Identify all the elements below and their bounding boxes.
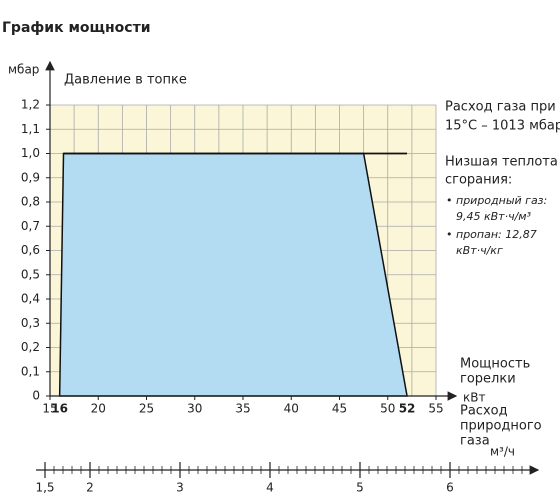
y-tick-label: 0,2 (21, 340, 40, 354)
x2-label: Расход (460, 404, 508, 419)
x-tick-label: 15 (42, 402, 57, 416)
page-title: График мощности (2, 20, 151, 36)
notes: Расход газа при 15°C – 1013 мбар Низшая … (445, 100, 560, 258)
x2-tick-label: 2 (86, 481, 94, 495)
x2-label: природного (460, 419, 542, 434)
y-tick-label: 0,5 (21, 267, 40, 281)
y-tick-label: 0,4 (21, 292, 40, 306)
y-tick-label: 1,2 (21, 98, 40, 112)
note: 15°C – 1013 мбар (445, 119, 560, 134)
note: сгорания: (445, 173, 512, 188)
x2-tick-label: 4 (266, 481, 274, 495)
x-label: Мощность (460, 357, 530, 372)
x-tick-label: 30 (187, 402, 202, 416)
x-tick-label: 55 (428, 402, 443, 416)
x2-tick-label: 1,5 (35, 481, 54, 495)
x-tick-label: 50 (380, 402, 395, 416)
y-tick-label: 1,1 (21, 122, 40, 136)
x-tick-label: 20 (91, 402, 106, 416)
x-unit: кВт (463, 391, 485, 405)
area (58, 152, 408, 397)
y-tick-label: 0,3 (21, 316, 40, 330)
y-tick-label: 0,6 (21, 243, 40, 257)
x2-label: газа (460, 434, 490, 449)
note: Низшая теплота (445, 155, 558, 170)
x-tick-label: 25 (139, 402, 154, 416)
note: Расход газа при (445, 100, 556, 115)
y-tick-label: 1,0 (21, 146, 40, 160)
y-tick-label: 0,1 (21, 364, 40, 378)
x-label: горелки (460, 372, 516, 387)
bullet: • (446, 228, 453, 241)
x-tick-label: 45 (332, 402, 347, 416)
x2-unit: м³/ч (490, 445, 515, 459)
x-tick-label: 40 (284, 402, 299, 416)
x2-tick-label: 5 (356, 481, 364, 495)
note: природный газ: (456, 194, 547, 207)
x-tick-label-bold: 52 (399, 402, 416, 416)
y-tick-label: 0,9 (21, 170, 40, 184)
x-tick-label-bold: 16 (51, 402, 68, 416)
note: кВт·ч/кг (456, 244, 503, 257)
y-tick-label: 0,8 (21, 195, 40, 209)
note: пропан: 12,87 (456, 228, 537, 241)
y-tick-label: 0,7 (21, 219, 40, 233)
note: 9,45 кВт·ч/м³ (456, 210, 532, 223)
x2-tick-label: 6 (446, 481, 454, 495)
y-tick-label: 0 (32, 389, 40, 403)
bullet: • (446, 194, 453, 207)
x-tick-label: 35 (235, 402, 250, 416)
y-label: Давление в топке (64, 73, 187, 88)
y-unit: мбар (8, 63, 39, 77)
x2-tick-label: 3 (176, 481, 184, 495)
